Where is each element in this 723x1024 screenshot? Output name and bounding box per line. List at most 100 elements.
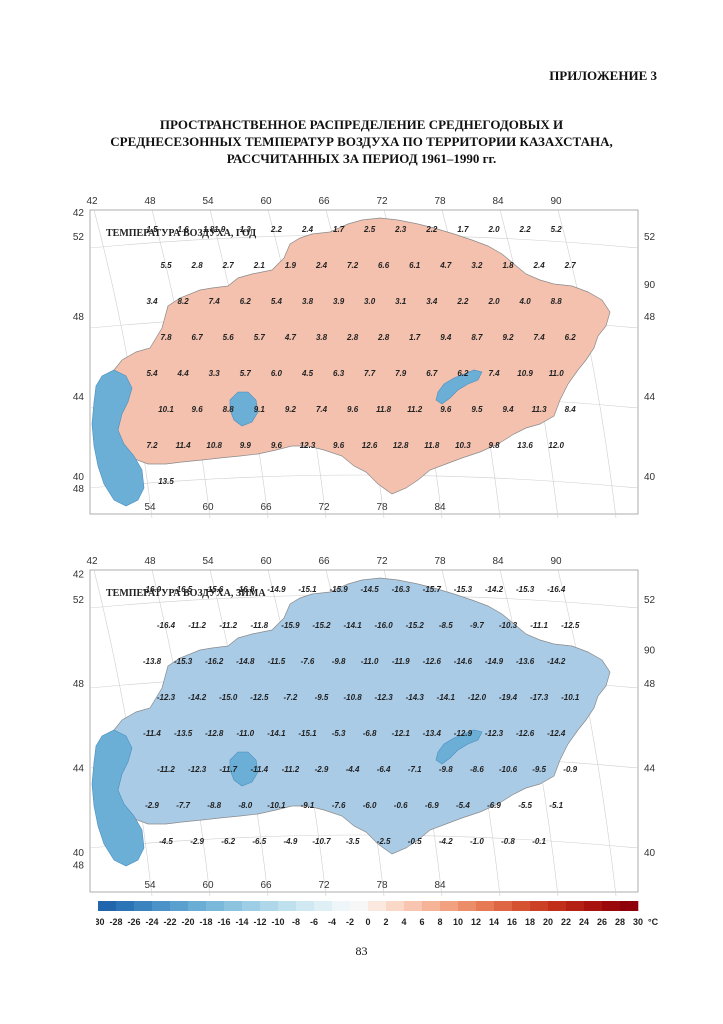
latitude-label: 40 (644, 848, 656, 859)
map-caption: ТЕМПЕРАТУРА ВОЗДУХА, ГОД (106, 228, 256, 239)
station-value: -11.2 (157, 765, 175, 774)
station-value: 3.8 (302, 297, 314, 306)
station-value: -12.3 (188, 765, 207, 774)
legend-swatch (422, 901, 441, 911)
legend-swatch (98, 901, 117, 911)
caspian-sea (91, 369, 145, 507)
station-value: 8.4 (565, 405, 577, 414)
legend-tick: 20 (543, 917, 553, 927)
station-value: 12.6 (362, 441, 378, 450)
station-value: 9.6 (192, 405, 204, 414)
station-value: -14.2 (485, 585, 504, 594)
station-value: 6.7 (426, 369, 438, 378)
legend-tick: -22 (163, 917, 176, 927)
station-value: 3.9 (333, 297, 345, 306)
station-value: -11.1 (530, 621, 548, 630)
station-value: -0.5 (408, 837, 422, 846)
station-value: -4.5 (159, 837, 173, 846)
longitude-label: 78 (434, 196, 446, 207)
left-latitude-labels: 42 52 48 44 40 48 (73, 570, 85, 872)
station-value: 1.3 (240, 225, 252, 234)
station-value: -13.5 (174, 729, 193, 738)
station-value: -12.9 (454, 729, 473, 738)
station-value: -11.0 (361, 657, 379, 666)
legend-tick: 22 (561, 917, 571, 927)
legend-tick: 12 (471, 917, 481, 927)
station-value: -9.8 (332, 657, 346, 666)
station-value: -4.9 (284, 837, 298, 846)
station-value: 11.8 (424, 441, 440, 450)
station-value: -7.6 (301, 657, 315, 666)
latitude-label: 40 (644, 472, 656, 483)
longitude-label: 60 (260, 196, 272, 207)
latitude-label: 44 (644, 764, 656, 775)
annual-temperature-map: 42 48 54 60 66 72 78 84 90 54 60 66 72 78 84 42 52 48 44… (62, 188, 662, 518)
station-value: 6.3 (333, 369, 345, 378)
latitude-label: 48 (644, 679, 656, 690)
longitude-label: 84 (492, 196, 504, 207)
legend-tick: -2 (346, 917, 354, 927)
station-value: -15.1 (298, 729, 317, 738)
legend-swatch (620, 901, 639, 911)
station-value: -16.4 (547, 585, 566, 594)
top-longitude-labels: 42 48 54 60 66 72 78 84 90 (86, 556, 562, 567)
station-value: -15.0 (219, 693, 238, 702)
station-value: -11.2 (219, 621, 237, 630)
station-value: 3.4 (426, 297, 438, 306)
station-value: -8.6 (470, 765, 484, 774)
legend-tick: -20 (181, 917, 194, 927)
station-value: 9.6 (347, 405, 359, 414)
station-value: 12.0 (548, 441, 564, 450)
station-value: 11.4 (176, 441, 192, 450)
station-value: -12.3 (485, 729, 504, 738)
station-value: -16.3 (392, 585, 411, 594)
legend-tick: -12 (253, 917, 266, 927)
station-value: -9.5 (532, 765, 546, 774)
legend-color-bar (98, 901, 639, 911)
legend-tick: -16 (217, 917, 230, 927)
station-value: -11.4 (143, 729, 161, 738)
station-value: 5.2 (551, 225, 563, 234)
legend-swatch (242, 901, 261, 911)
latitude-label: 40 (73, 848, 85, 859)
station-value: 2.7 (222, 261, 235, 270)
longitude-label: 78 (376, 880, 388, 891)
legend-swatch (512, 901, 531, 911)
legend-swatch (206, 901, 225, 911)
station-value: 12.8 (393, 441, 409, 450)
station-value: 2.1 (253, 261, 266, 270)
station-value: -14.9 (485, 657, 504, 666)
station-value: -15.9 (329, 585, 348, 594)
legend-swatch (152, 901, 171, 911)
legend-tick: 14 (489, 917, 499, 927)
station-value: 4.4 (177, 369, 190, 378)
kazakhstan-territory (105, 217, 611, 495)
station-value: 4.7 (439, 261, 452, 270)
legend-tick: 2 (383, 917, 388, 927)
station-value: -16.0 (374, 621, 393, 630)
station-value: -15.3 (516, 585, 535, 594)
station-value: -6.5 (252, 837, 266, 846)
station-value: -14.1 (437, 693, 456, 702)
station-value: -14.1 (267, 729, 286, 738)
station-value: -13.6 (516, 657, 535, 666)
latitude-label: 52 (73, 232, 85, 243)
station-value: 5.4 (271, 297, 283, 306)
station-value: 7.7 (364, 369, 376, 378)
station-value: 1.5 (146, 225, 158, 234)
station-value: 7.8 (160, 333, 172, 342)
map-caption: ТЕМПЕРАТУРА ВОЗДУХА, ЗИМА (106, 588, 266, 599)
station-value: -2.5 (377, 837, 391, 846)
bottom-longitude-labels: 54 60 66 72 78 84 (144, 502, 446, 513)
station-value: -9.7 (470, 621, 484, 630)
station-value: -10.3 (499, 621, 518, 630)
legend-swatch (494, 901, 513, 911)
station-value: 6.0 (271, 369, 283, 378)
caspian-sea (91, 729, 145, 867)
legend-tick: 8 (437, 917, 442, 927)
station-values: -16.0 -16.5 -15.6 -16.8 -14.9 -15.1 -15.9 -14.5… (143, 585, 580, 846)
station-value: -6.9 (487, 801, 501, 810)
station-value: -16.4 (157, 621, 176, 630)
station-value: -5.1 (549, 801, 563, 810)
longitude-label: 48 (144, 196, 156, 207)
